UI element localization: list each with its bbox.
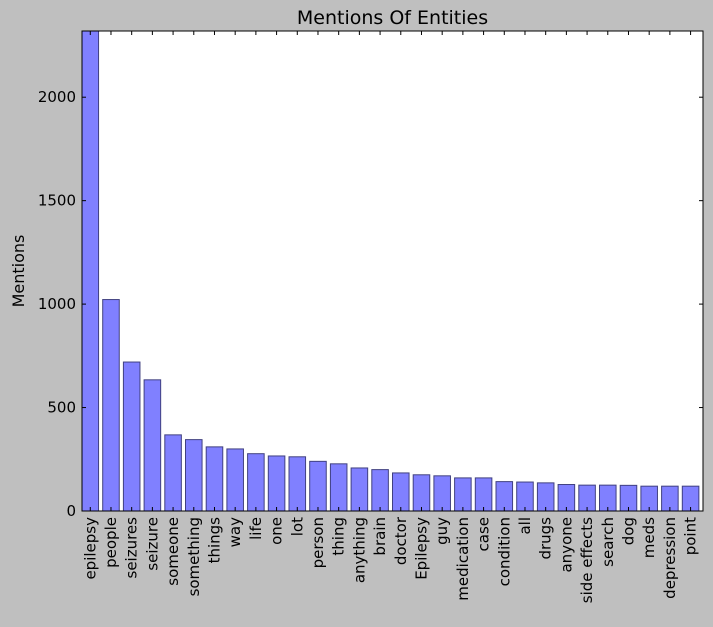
- bar-seizures-2: [122, 361, 141, 512]
- x-tick-label: Epilepsy: [412, 517, 430, 580]
- x-tick-label: case: [475, 517, 493, 551]
- bar-drugs-22: [536, 482, 555, 512]
- plot-area: [82, 31, 703, 511]
- bar-one-9: [267, 455, 286, 512]
- bar-all-21: [516, 481, 534, 512]
- y-axis-label: Mentions: [9, 235, 28, 308]
- y-tick-label: 1000: [38, 295, 76, 313]
- bar-case-19: [474, 477, 493, 512]
- bar-condition-20: [495, 481, 514, 512]
- chart-title: Mentions Of Entities: [297, 7, 488, 29]
- y-tick-label: 1500: [38, 192, 76, 210]
- x-tick-label: side effects: [578, 517, 596, 603]
- x-tick-label: doctor: [392, 516, 410, 565]
- x-tick-label: drugs: [537, 517, 555, 560]
- x-tick-label: someone: [164, 517, 182, 586]
- x-tick-label: way: [226, 517, 244, 547]
- bar-person-11: [309, 460, 327, 512]
- bar-brain-14: [371, 469, 389, 512]
- x-tick-label: person: [309, 517, 327, 568]
- bar-someone-4: [164, 434, 182, 512]
- bar-something-5: [185, 439, 203, 512]
- x-tick-label: things: [205, 517, 223, 564]
- bar-people-1: [102, 299, 120, 512]
- bar-seizure-3: [143, 379, 162, 512]
- y-tick-label: 500: [47, 399, 76, 417]
- x-tick-label: anyone: [557, 517, 575, 573]
- bar-way-7: [226, 448, 244, 512]
- x-tick-label: brain: [371, 517, 389, 556]
- x-tick-label: dog: [619, 517, 637, 545]
- plot-frame: [81, 30, 704, 512]
- x-tick-label: lot: [288, 517, 306, 536]
- bar-medication-18: [454, 477, 472, 512]
- bar-anything-13: [350, 467, 369, 512]
- x-tick-label: one: [268, 517, 286, 545]
- x-tick-label: all: [516, 517, 534, 535]
- bar-guy-17: [433, 475, 451, 512]
- x-axis: epilepsy people seizures seizure someone some…: [81, 31, 700, 603]
- x-tick-label: something: [185, 517, 203, 596]
- x-tick-label: medication: [454, 517, 472, 601]
- x-tick-label: life: [247, 517, 265, 540]
- x-tick-label: thing: [330, 517, 348, 556]
- x-tick-label: guy: [433, 517, 451, 545]
- bar-lot-10: [288, 456, 307, 512]
- bar-thing-12: [329, 463, 348, 512]
- x-tick-label: people: [102, 517, 120, 568]
- x-tick-label: point: [682, 517, 700, 555]
- x-tick-label: anything: [350, 517, 368, 583]
- x-tick-label: epilepsy: [81, 517, 99, 580]
- x-tick-label: meds: [640, 517, 658, 558]
- x-tick-label: seizures: [123, 517, 141, 579]
- x-tick-label: search: [599, 517, 617, 567]
- y-axis: 0 500 1000 1500 2000: [38, 88, 703, 520]
- bar-epilepsy-16: [412, 474, 431, 512]
- bar-doctor-15: [392, 472, 410, 512]
- x-tick-label: condition: [495, 517, 513, 586]
- bar-series: [81, 30, 700, 512]
- bar-epilepsy-0: [81, 30, 100, 512]
- y-tick-label: 2000: [38, 88, 76, 106]
- bar-things-6: [205, 446, 224, 512]
- x-tick-label: seizure: [143, 517, 161, 571]
- x-tick-label: depression: [661, 517, 679, 599]
- y-tick-label: 0: [66, 502, 76, 520]
- bar-life-8: [247, 453, 265, 512]
